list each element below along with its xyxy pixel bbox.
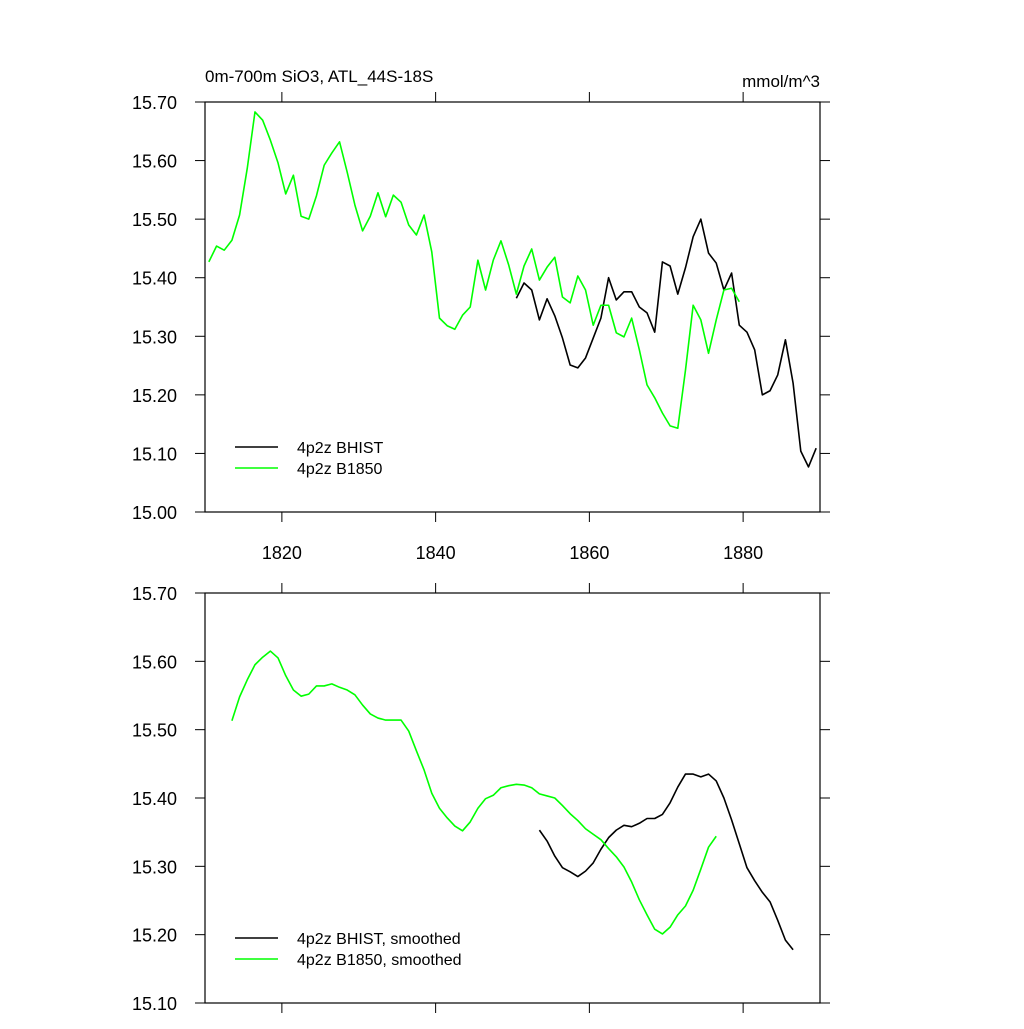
units-label: mmol/m^3 [742, 72, 820, 91]
series-line [515, 218, 817, 468]
y-tick-label: 15.30 [132, 327, 177, 347]
y-tick-label: 15.10 [132, 444, 177, 464]
y-tick-label: 15.60 [132, 152, 177, 172]
y-tick-label: 15.20 [132, 926, 177, 946]
y-tick-label: 15.70 [132, 93, 177, 113]
legend-label: 4p2z BHIST [297, 440, 383, 457]
series-line [208, 111, 740, 430]
y-tick-label: 15.50 [132, 210, 177, 230]
plot-frame [204, 101, 821, 513]
y-tick-label: 15.50 [132, 721, 177, 741]
y-tick-label: 15.20 [132, 386, 177, 406]
x-tick-label: 1820 [262, 543, 302, 563]
y-tick-label: 15.40 [132, 269, 177, 289]
y-tick-label: 15.40 [132, 789, 177, 809]
legend-label: 4p2z B1850 [297, 461, 383, 478]
legend-label: 4p2z B1850, smoothed [297, 952, 462, 969]
y-tick-label: 15.70 [132, 584, 177, 604]
x-tick-label: 1840 [416, 543, 456, 563]
series-line [231, 650, 717, 935]
series-line [538, 773, 794, 951]
x-tick-label: 1880 [723, 543, 763, 563]
x-tick-label: 1860 [569, 543, 609, 563]
legend-label: 4p2z BHIST, smoothed [297, 931, 461, 948]
y-tick-label: 15.10 [132, 994, 177, 1014]
y-tick-label: 15.30 [132, 857, 177, 877]
y-tick-label: 15.60 [132, 652, 177, 672]
chart-title: 0m-700m SiO3, ATL_44S-18S [205, 67, 433, 86]
y-tick-label: 15.00 [132, 503, 177, 523]
